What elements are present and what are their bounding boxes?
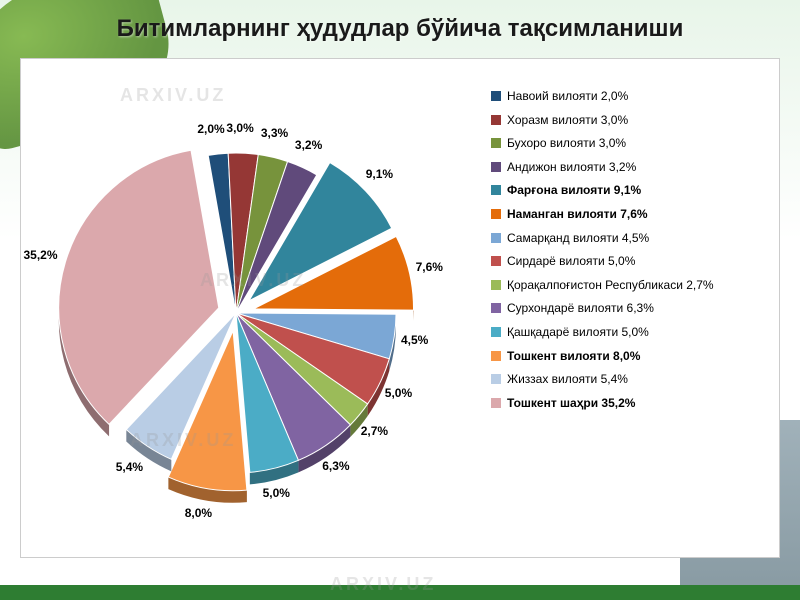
legend-swatch [491, 115, 501, 125]
legend-item: Бухоро вилояти 3,0% [491, 136, 769, 152]
chart-legend: Навоий вилояти 2,0% Хоразм вилояти 3,0% Бу… [481, 59, 779, 557]
legend-swatch [491, 351, 501, 361]
slice-label: 2,7% [361, 424, 388, 438]
slice-label: 5,0% [263, 486, 290, 500]
slice-label: 3,0% [226, 121, 253, 135]
legend-item: Самарқанд вилояти 4,5% [491, 231, 769, 247]
legend-item: Хоразм вилояти 3,0% [491, 113, 769, 129]
legend-swatch [491, 280, 501, 290]
slice-label: 2,0% [197, 122, 224, 136]
legend-item: Андижон вилояти 3,2% [491, 160, 769, 176]
legend-label: Наманган вилояти 7,6% [507, 207, 648, 223]
legend-label: Самарқанд вилояти 4,5% [507, 231, 649, 247]
legend-label: Тошкент вилояти 8,0% [507, 349, 640, 365]
legend-item: Фарғона вилояти 9,1% [491, 183, 769, 199]
legend-label: Хоразм вилояти 3,0% [507, 113, 628, 129]
legend-swatch [491, 327, 501, 337]
legend-item: Наманган вилояти 7,6% [491, 207, 769, 223]
legend-swatch [491, 185, 501, 195]
legend-label: Фарғона вилояти 9,1% [507, 183, 641, 199]
slice-label: 8,0% [185, 506, 212, 520]
legend-item: Тошкент вилояти 8,0% [491, 349, 769, 365]
legend-item: Навоий вилояти 2,0% [491, 89, 769, 105]
slice-label: 6,3% [322, 459, 349, 473]
pie-area: 2,0%3,0% 3,3% 3,2% 9,1% 7,6% 4,5% 5,0% 2,7% 6,3%… [21, 59, 481, 557]
legend-item: Жиззах вилояти 5,4% [491, 372, 769, 388]
legend-label: Сирдарё вилояти 5,0% [507, 254, 635, 270]
legend-label: Қашқадарё вилояти 5,0% [507, 325, 649, 341]
legend-swatch [491, 303, 501, 313]
legend-label: Сурхондарё вилояти 6,3% [507, 301, 654, 317]
legend-item: Тошкент шаҳри 35,2% [491, 396, 769, 412]
slice-label: 3,3% [261, 126, 288, 140]
footer-bar [0, 585, 800, 600]
chart-container: 2,0%3,0% 3,3% 3,2% 9,1% 7,6% 4,5% 5,0% 2,7% 6,3%… [20, 58, 780, 558]
legend-label: Бухоро вилояти 3,0% [507, 136, 626, 152]
legend-label: Андижон вилояти 3,2% [507, 160, 636, 176]
slice-label: 5,4% [116, 460, 143, 474]
slice-label: 9,1% [366, 167, 393, 181]
legend-swatch [491, 209, 501, 219]
legend-swatch [491, 256, 501, 266]
legend-label: Тошкент шаҳри 35,2% [507, 396, 635, 412]
legend-item: Сурхондарё вилояти 6,3% [491, 301, 769, 317]
legend-swatch [491, 398, 501, 408]
legend-label: Қорақалпоғистон Республикаси 2,7% [507, 278, 714, 294]
legend-swatch [491, 162, 501, 172]
slice-label: 7,6% [416, 260, 443, 274]
legend-label: Навоий вилояти 2,0% [507, 89, 628, 105]
legend-item: Сирдарё вилояти 5,0% [491, 254, 769, 270]
slice-label: 4,5% [401, 333, 428, 347]
legend-swatch [491, 374, 501, 384]
slice-label: 35,2% [24, 248, 58, 262]
slice-label: 3,2% [295, 138, 322, 152]
legend-swatch [491, 138, 501, 148]
legend-label: Жиззах вилояти 5,4% [507, 372, 628, 388]
slice-label: 5,0% [385, 386, 412, 400]
legend-swatch [491, 91, 501, 101]
legend-swatch [491, 233, 501, 243]
legend-item: Қашқадарё вилояти 5,0% [491, 325, 769, 341]
legend-item: Қорақалпоғистон Республикаси 2,7% [491, 278, 769, 294]
page-title: Битимларнинг ҳудудлар бўйича тақсимланиш… [0, 0, 800, 53]
